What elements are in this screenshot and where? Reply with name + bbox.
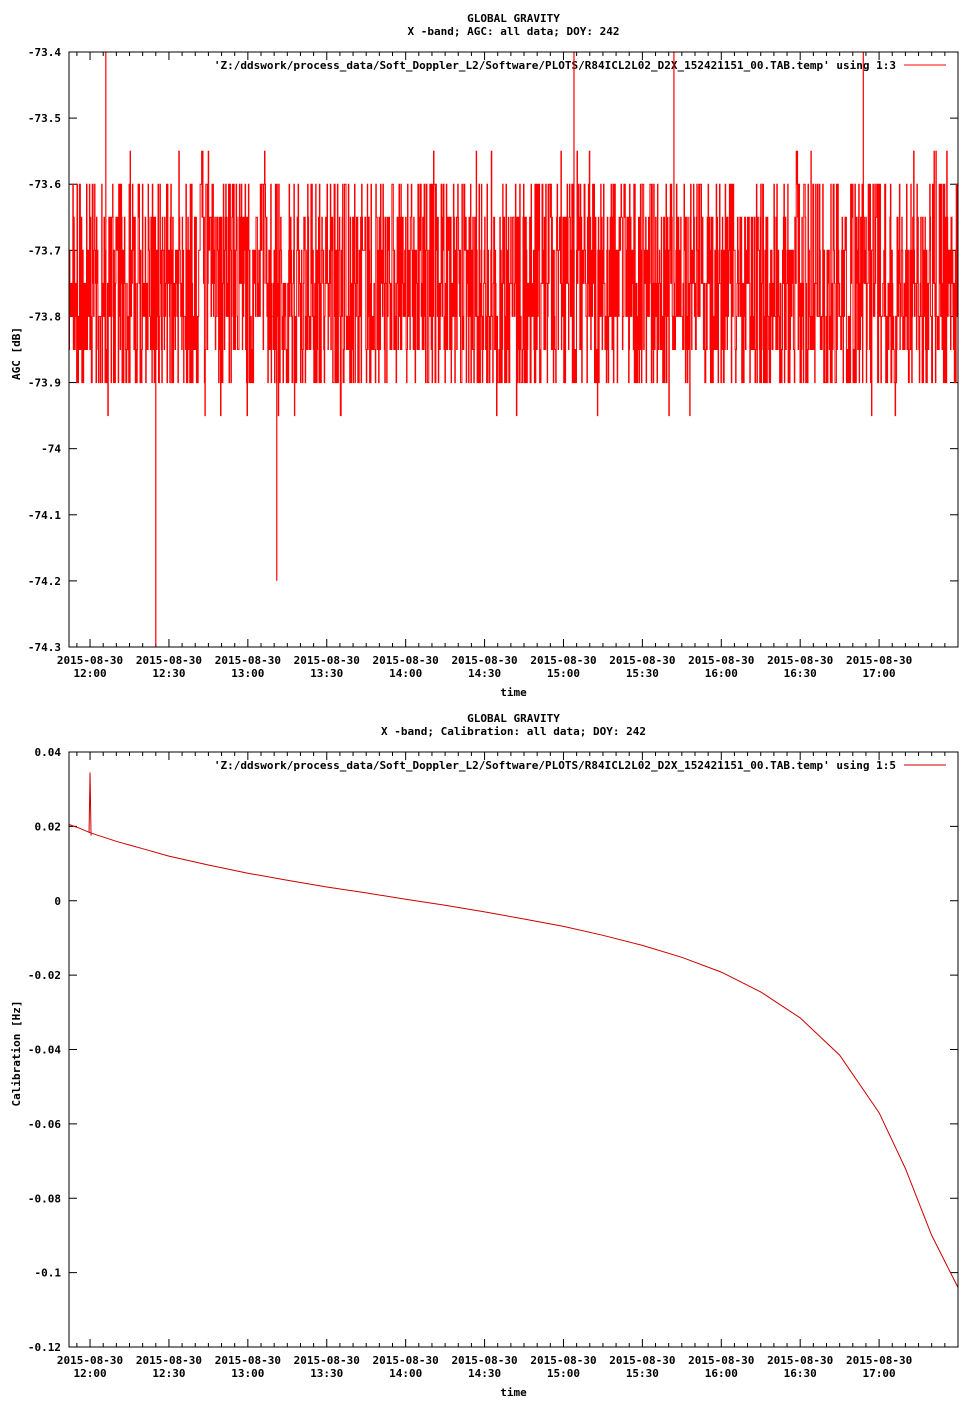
legend-text: 'Z:/ddswork/process_data/Soft_Doppler_L2… <box>214 59 896 72</box>
x-tick-date: 2015-08-30 <box>57 1354 123 1367</box>
x-tick-date: 2015-08-30 <box>373 1354 439 1367</box>
x-tick-time: 13:00 <box>231 667 264 680</box>
y-tick-label: -73.7 <box>28 244 61 257</box>
x-tick-time: 15:30 <box>626 1367 659 1380</box>
x-tick-time: 16:30 <box>784 667 817 680</box>
x-tick-date: 2015-08-30 <box>215 1354 281 1367</box>
x-tick-time: 12:00 <box>73 667 106 680</box>
y-axis-label: AGC [dB] <box>10 327 23 380</box>
x-tick-time: 13:30 <box>310 667 343 680</box>
y-tick-label: -0.04 <box>28 1044 61 1057</box>
x-tick-date: 2015-08-30 <box>609 1354 675 1367</box>
x-tick-date: 2015-08-30 <box>294 654 360 667</box>
y-tick-label: -0.02 <box>28 969 61 982</box>
x-tick-time: 12:00 <box>73 1367 106 1380</box>
y-tick-label: -0.08 <box>28 1192 61 1205</box>
y-tick-label: -74.1 <box>28 509 61 522</box>
x-tick-time: 12:30 <box>152 667 185 680</box>
x-tick-date: 2015-08-30 <box>609 654 675 667</box>
y-tick-label: -73.8 <box>28 310 61 323</box>
x-tick-time: 13:00 <box>231 1367 264 1380</box>
x-tick-time: 14:00 <box>389 1367 422 1380</box>
x-tick-time: 15:00 <box>547 1367 580 1380</box>
y-tick-label: 0.02 <box>35 820 62 833</box>
x-tick-time: 14:30 <box>468 667 501 680</box>
y-tick-label: -0.12 <box>28 1341 61 1354</box>
plot-frame <box>68 751 959 1348</box>
x-tick-time: 17:00 <box>863 1367 896 1380</box>
legend-text: 'Z:/ddswork/process_data/Soft_Doppler_L2… <box>214 759 896 772</box>
y-tick-label: 0.04 <box>35 746 62 759</box>
y-tick-label: 0 <box>54 895 61 908</box>
x-tick-date: 2015-08-30 <box>451 654 517 667</box>
chart-title: GLOBAL GRAVITY <box>467 12 560 25</box>
y-tick-label: -74 <box>41 443 61 456</box>
x-tick-date: 2015-08-30 <box>136 654 202 667</box>
y-tick-label: -0.06 <box>28 1118 61 1131</box>
chart-subtitle: X -band; AGC: all data; DOY: 242 <box>408 25 620 38</box>
chart-subtitle: X -band; Calibration: all data; DOY: 242 <box>381 725 646 738</box>
x-tick-date: 2015-08-30 <box>767 1354 833 1367</box>
x-tick-date: 2015-08-30 <box>530 1354 596 1367</box>
x-tick-date: 2015-08-30 <box>451 1354 517 1367</box>
x-tick-date: 2015-08-30 <box>530 654 596 667</box>
chart-title: GLOBAL GRAVITY <box>467 712 560 725</box>
x-tick-date: 2015-08-30 <box>373 654 439 667</box>
y-tick-label: -74.3 <box>28 641 61 654</box>
y-tick-label: -73.6 <box>28 178 61 191</box>
series-line <box>68 150 959 417</box>
x-tick-date: 2015-08-30 <box>136 1354 202 1367</box>
x-axis-label: time <box>500 686 527 699</box>
y-tick-label: -74.2 <box>28 575 61 588</box>
x-tick-time: 14:30 <box>468 1367 501 1380</box>
x-tick-time: 13:30 <box>310 1367 343 1380</box>
x-tick-time: 17:00 <box>863 667 896 680</box>
x-axis-label: time <box>500 1386 527 1399</box>
y-tick-label: -73.4 <box>28 46 61 59</box>
x-tick-date: 2015-08-30 <box>688 1354 754 1367</box>
y-axis-label: Calibration [Hz] <box>10 1001 23 1107</box>
series-line <box>68 824 959 1288</box>
x-tick-date: 2015-08-30 <box>688 654 754 667</box>
x-tick-time: 16:00 <box>705 667 738 680</box>
plot-frame <box>68 51 959 648</box>
x-tick-time: 14:00 <box>389 667 422 680</box>
x-tick-time: 16:30 <box>784 1367 817 1380</box>
x-tick-date: 2015-08-30 <box>846 654 912 667</box>
x-tick-date: 2015-08-30 <box>767 654 833 667</box>
x-tick-time: 15:00 <box>547 667 580 680</box>
y-tick-label: -73.5 <box>28 112 61 125</box>
y-tick-label: -73.9 <box>28 377 61 390</box>
x-tick-time: 12:30 <box>152 1367 185 1380</box>
x-tick-date: 2015-08-30 <box>294 1354 360 1367</box>
x-tick-time: 16:00 <box>705 1367 738 1380</box>
x-tick-date: 2015-08-30 <box>215 654 281 667</box>
x-tick-time: 15:30 <box>626 667 659 680</box>
x-tick-date: 2015-08-30 <box>846 1354 912 1367</box>
series-spike <box>88 772 92 836</box>
y-tick-label: -0.1 <box>35 1267 62 1280</box>
x-tick-date: 2015-08-30 <box>57 654 123 667</box>
